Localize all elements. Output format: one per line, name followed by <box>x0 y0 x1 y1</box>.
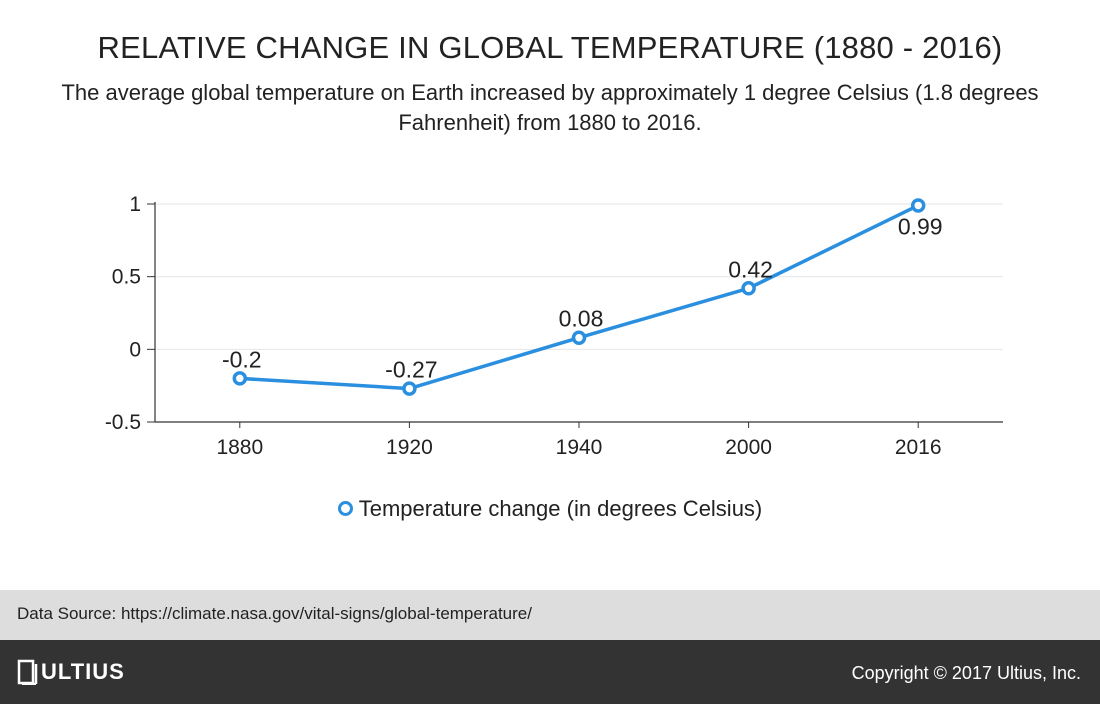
data-label: -0.2 <box>222 346 262 372</box>
data-label: -0.27 <box>385 357 437 383</box>
chart-subtitle: The average global temperature on Earth … <box>61 80 1039 135</box>
y-tick-label: 0.5 <box>112 266 141 289</box>
legend-label: Temperature change (in degrees Celsius) <box>358 496 763 521</box>
legend-marker-icon <box>337 500 353 516</box>
x-tick-label: 1880 <box>216 436 263 459</box>
data-point <box>741 281 756 296</box>
y-tick-label: -0.5 <box>105 411 141 434</box>
copyright-text: Copyright © 2017 Ultius, Inc. <box>851 663 1081 683</box>
grid-lines <box>155 203 1003 350</box>
data-point <box>402 381 417 396</box>
source-bar: Data Source: https://climate.nasa.gov/vi… <box>0 590 1100 640</box>
y-tick-label: 0 <box>129 338 141 361</box>
series-temperature-change: -0.2 -0.27 0.08 0.42 0.99 <box>222 198 943 396</box>
y-tick-label: 1 <box>129 193 141 216</box>
series-line <box>239 203 919 391</box>
data-label: 0.08 <box>559 306 604 332</box>
data-point <box>571 330 587 345</box>
logo-text: ULTIUS <box>41 659 125 684</box>
line-chart: 1 0.5 0 -0.5 1880 1920 1940 2000 2016 -0.2 -0.27… <box>105 193 1003 459</box>
x-tick-label: 1920 <box>386 436 433 459</box>
footer-bar: ULTIUS Copyright © 2017 Ultius, Inc. <box>0 640 1100 704</box>
x-tick-label: 2016 <box>895 436 942 459</box>
ultius-logo: ULTIUS <box>17 658 125 686</box>
x-tick-label: 2000 <box>725 436 772 459</box>
chart-legend[interactable]: Temperature change (in degrees Celsius) <box>0 496 1100 522</box>
x-tick-label: 1940 <box>556 436 603 459</box>
data-point <box>232 371 248 386</box>
x-axis-ticks: 1880 1920 1940 2000 2016 <box>216 422 942 459</box>
data-point <box>910 198 926 213</box>
data-source-text: Data Source: https://climate.nasa.gov/vi… <box>17 604 532 623</box>
y-axis-ticks: 1 0.5 0 -0.5 <box>105 193 155 434</box>
chart-title: RELATIVE CHANGE IN GLOBAL TEMPERATURE (1… <box>97 30 1003 65</box>
data-label: 0.42 <box>728 256 773 282</box>
document-icon <box>17 659 38 685</box>
data-label: 0.99 <box>898 213 943 239</box>
